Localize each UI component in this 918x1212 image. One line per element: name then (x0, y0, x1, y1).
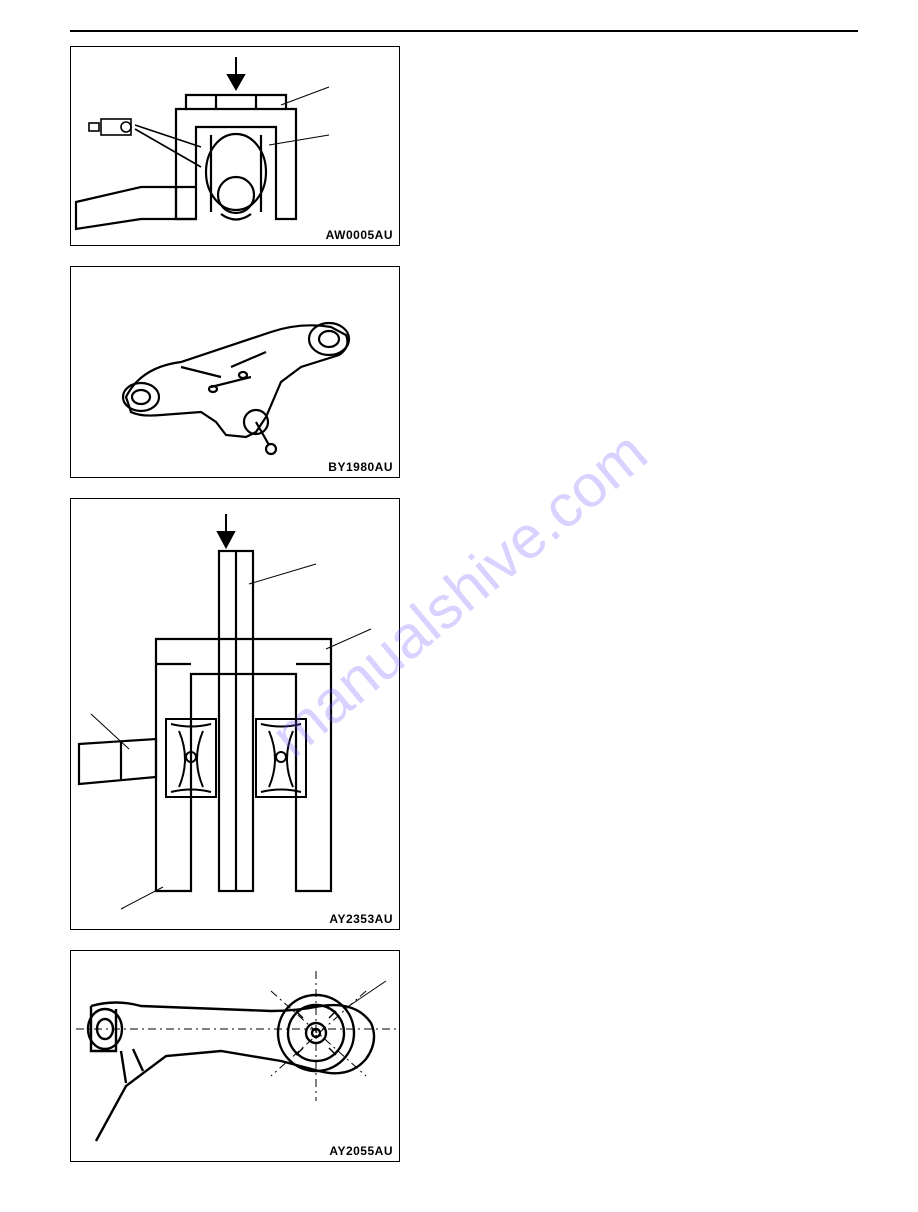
figure-4-box: AY2055AU (70, 950, 400, 1162)
page-content: AW0005AU BY1980AU (0, 0, 918, 1212)
figure-3-svg (71, 499, 401, 919)
figure-2-svg (71, 267, 401, 467)
figure-3-code: AY2353AU (329, 912, 393, 926)
figure-4-svg (71, 951, 401, 1151)
figure-1-code: AW0005AU (326, 228, 393, 242)
figure-3-box: AY2353AU (70, 498, 400, 930)
top-divider (70, 30, 858, 32)
figure-4-code: AY2055AU (329, 1144, 393, 1158)
figure-2-code: BY1980AU (328, 460, 393, 474)
figure-2-box: BY1980AU (70, 266, 400, 478)
figure-1-box: AW0005AU (70, 46, 400, 246)
figure-1-svg (71, 47, 401, 237)
